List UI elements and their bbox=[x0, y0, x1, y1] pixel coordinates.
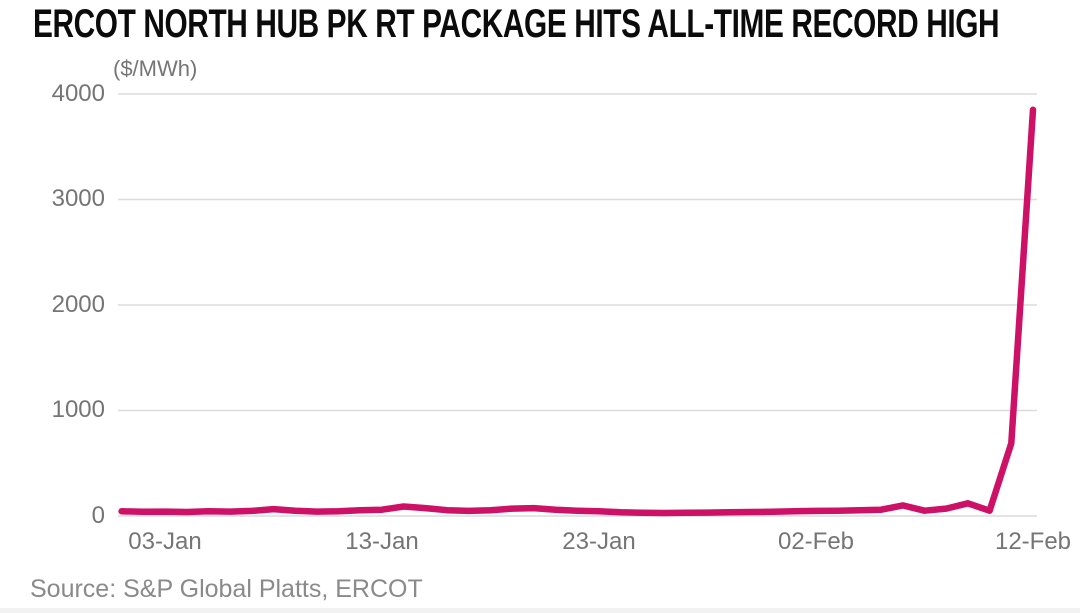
x-tick-13-jan: 13-Jan bbox=[345, 528, 419, 555]
x-tick-03-jan: 03-Jan bbox=[128, 528, 202, 555]
chart-title: ERCOT NORTH HUB PK RT PACKAGE HITS ALL-T… bbox=[33, 2, 1000, 46]
y-axis-unit-label: ($/MWh) bbox=[113, 56, 198, 81]
x-tick-12-feb: 12-Feb bbox=[994, 528, 1072, 555]
y-tick-1000: 1000 bbox=[51, 396, 105, 423]
y-tick-0: 0 bbox=[91, 502, 105, 529]
gridlines bbox=[118, 93, 1037, 517]
price-line-series bbox=[118, 106, 1037, 517]
y-tick-4000: 4000 bbox=[51, 80, 105, 107]
y-tick-3000: 3000 bbox=[51, 185, 105, 212]
bottom-divider bbox=[0, 608, 1080, 613]
y-tick-2000: 2000 bbox=[51, 291, 105, 318]
x-tick-23-jan: 23-Jan bbox=[562, 528, 636, 555]
source-credit: Source: S&P Global Platts, ERCOT bbox=[30, 575, 423, 603]
x-tick-02-feb: 02-Feb bbox=[777, 528, 855, 555]
